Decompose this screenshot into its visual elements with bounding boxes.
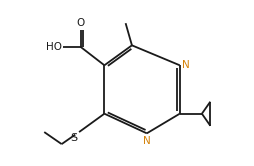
Text: HO: HO [45, 42, 61, 52]
Text: N: N [182, 60, 189, 70]
Text: N: N [142, 136, 150, 146]
Text: S: S [70, 133, 77, 143]
Text: O: O [76, 18, 84, 28]
